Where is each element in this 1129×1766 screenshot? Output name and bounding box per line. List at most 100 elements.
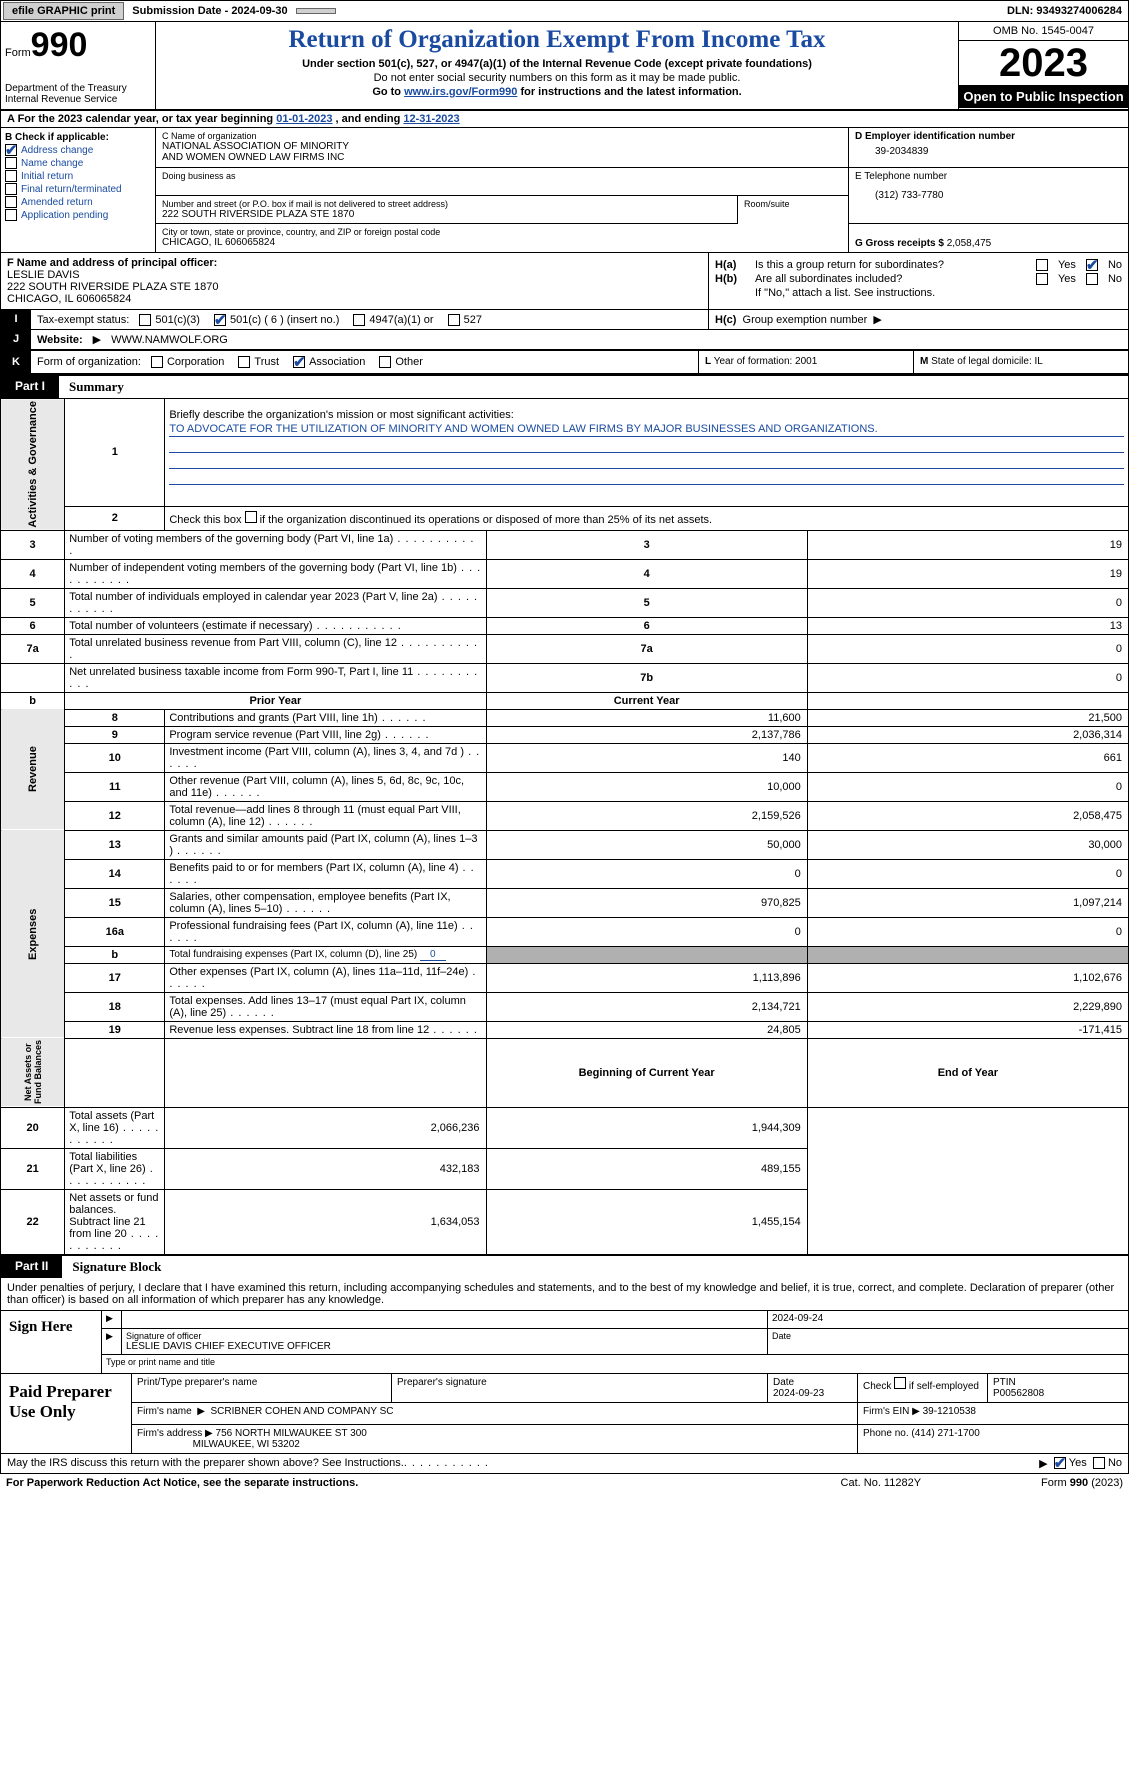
j-arrow: ▶	[93, 333, 101, 346]
exp-txt-2: Salaries, other compensation, employee b…	[165, 888, 486, 917]
exp2-num-1: 18	[65, 992, 165, 1021]
exp-txt-1: Benefits paid to or for members (Part IX…	[165, 859, 486, 888]
gov-val-4: 0	[807, 634, 1128, 663]
hb-yes-check[interactable]	[1036, 273, 1048, 285]
ha-no-check[interactable]	[1086, 259, 1098, 271]
rev-cy-2: 661	[807, 743, 1128, 772]
street-label: Number and street (or P.O. box if mail i…	[162, 199, 731, 209]
net-cy-0: 1,944,309	[486, 1107, 807, 1148]
i-opt-label-1: 501(c) ( 6 ) (insert no.)	[230, 314, 339, 326]
q1-num: 1	[65, 399, 165, 507]
exp2-txt-2: Revenue less expenses. Subtract line 18 …	[165, 1021, 486, 1038]
rev-txt-3: Other revenue (Part VIII, column (A), li…	[165, 772, 486, 801]
ha-yes-check[interactable]	[1036, 259, 1048, 271]
part2-title: Signature Block	[62, 1256, 171, 1278]
city-label: City or town, state or province, country…	[162, 227, 842, 237]
k-opt-check-2[interactable]	[293, 356, 305, 368]
exp-b-cy	[807, 946, 1128, 963]
net-num-0: 20	[1, 1107, 65, 1148]
discuss-text: May the IRS discuss this return with the…	[7, 1457, 404, 1469]
prep-phone: (414) 271-1700	[911, 1428, 979, 1439]
k-opt-label-2: Association	[309, 356, 365, 368]
gov-box-4: 7a	[486, 634, 807, 663]
colb-item-5: Application pending	[5, 209, 151, 221]
colb-check-2[interactable]	[5, 170, 17, 182]
exp-cy-2: 1,097,214	[807, 888, 1128, 917]
exp2-num-2: 19	[65, 1021, 165, 1038]
exp-txt-3: Professional fundraising fees (Part IX, …	[165, 917, 486, 946]
k-opt-check-3[interactable]	[379, 356, 391, 368]
m-text: State of legal domicile: IL	[931, 356, 1043, 367]
rev-txt-0: Contributions and grants (Part VIII, lin…	[165, 709, 486, 726]
net-num-2: 22	[1, 1189, 65, 1254]
gov-num-0: 3	[1, 530, 65, 559]
colb-check-0[interactable]	[5, 144, 17, 156]
officer-label: F Name and address of principal officer:	[7, 257, 217, 269]
discuss-yes-check[interactable]	[1054, 1457, 1066, 1469]
colb-item-0: Address change	[5, 144, 151, 156]
j-text: Website:	[37, 334, 83, 346]
summary-table: Activities & Governance 1 Briefly descri…	[0, 398, 1129, 1255]
colb-item-2: Initial return	[5, 170, 151, 182]
colb-label-0: Address change	[21, 145, 93, 156]
officer-name: LESLIE DAVIS	[7, 269, 702, 281]
i-opt-check-1[interactable]	[214, 314, 226, 326]
form-header: Form990 Department of the Treasury Inter…	[0, 22, 1129, 111]
org-name-label: C Name of organization	[162, 131, 842, 141]
m-label: M	[920, 356, 928, 367]
i-opt-check-0[interactable]	[139, 314, 151, 326]
ha-label: H(a)	[715, 259, 755, 271]
discuss-no-check[interactable]	[1093, 1457, 1105, 1469]
i-opt-label-2: 4947(a)(1) or	[369, 314, 433, 326]
q2-num: 2	[65, 506, 165, 530]
vlabel-expenses: Expenses	[1, 830, 65, 1038]
exp-num-0: 13	[65, 830, 165, 859]
colb-check-4[interactable]	[5, 196, 17, 208]
exp-txt-0: Grants and similar amounts paid (Part IX…	[165, 830, 486, 859]
firm-ein-label: Firm's EIN	[863, 1406, 909, 1417]
rev-num-2: 10	[65, 743, 165, 772]
rev-py-0: 11,600	[486, 709, 807, 726]
firm-addr-label: Firm's address	[137, 1428, 202, 1439]
sig-officer-label: Signature of officer	[126, 1331, 763, 1341]
part2-header: Part II Signature Block	[0, 1255, 1129, 1278]
k-opt-check-0[interactable]	[151, 356, 163, 368]
rev-num-0: 8	[65, 709, 165, 726]
rev-cy-1: 2,036,314	[807, 726, 1128, 743]
i-opt-check-2[interactable]	[353, 314, 365, 326]
colb-label-3: Final return/terminated	[21, 184, 122, 195]
gov-num-2: 5	[1, 588, 65, 617]
k-opt-check-1[interactable]	[238, 356, 250, 368]
exp-cy-0: 30,000	[807, 830, 1128, 859]
l-text: Year of formation: 2001	[714, 356, 818, 367]
i-opt-check-3[interactable]	[448, 314, 460, 326]
part2-label: Part II	[1, 1256, 62, 1278]
irs-link[interactable]: www.irs.gov/Form990	[404, 86, 517, 98]
footer-right: Form 990 (2023)	[1041, 1477, 1123, 1489]
colb-item-1: Name change	[5, 157, 151, 169]
exp-py-1: 0	[486, 859, 807, 888]
q2-checkbox[interactable]	[245, 511, 257, 523]
k-opt-label-1: Trust	[254, 356, 279, 368]
hc-label: H(c)	[715, 314, 736, 326]
self-employed-check[interactable]	[894, 1377, 906, 1389]
prep-date: 2024-09-23	[773, 1388, 824, 1399]
net-cy-2: 1,455,154	[486, 1189, 807, 1254]
gov-val-2: 0	[807, 588, 1128, 617]
colb-check-5[interactable]	[5, 209, 17, 221]
omb-number: OMB No. 1545-0047	[959, 22, 1128, 41]
colb-check-1[interactable]	[5, 157, 17, 169]
exp2-num-0: 17	[65, 963, 165, 992]
efile-print-button[interactable]: efile GRAPHIC print	[3, 2, 124, 20]
submission-blank-button[interactable]	[296, 8, 336, 14]
street-value: 222 SOUTH RIVERSIDE PLAZA STE 1870	[162, 209, 731, 220]
exp-cy-1: 0	[807, 859, 1128, 888]
hb-no-check[interactable]	[1086, 273, 1098, 285]
section-fh: F Name and address of principal officer:…	[0, 253, 1129, 310]
colb-check-3[interactable]	[5, 183, 17, 195]
end-year-header: End of Year	[807, 1038, 1128, 1107]
exp2-py-1: 2,134,721	[486, 992, 807, 1021]
firm-name-label: Firm's name	[137, 1406, 192, 1417]
exp2-py-2: 24,805	[486, 1021, 807, 1038]
ein-label: D Employer identification number	[855, 131, 1122, 142]
